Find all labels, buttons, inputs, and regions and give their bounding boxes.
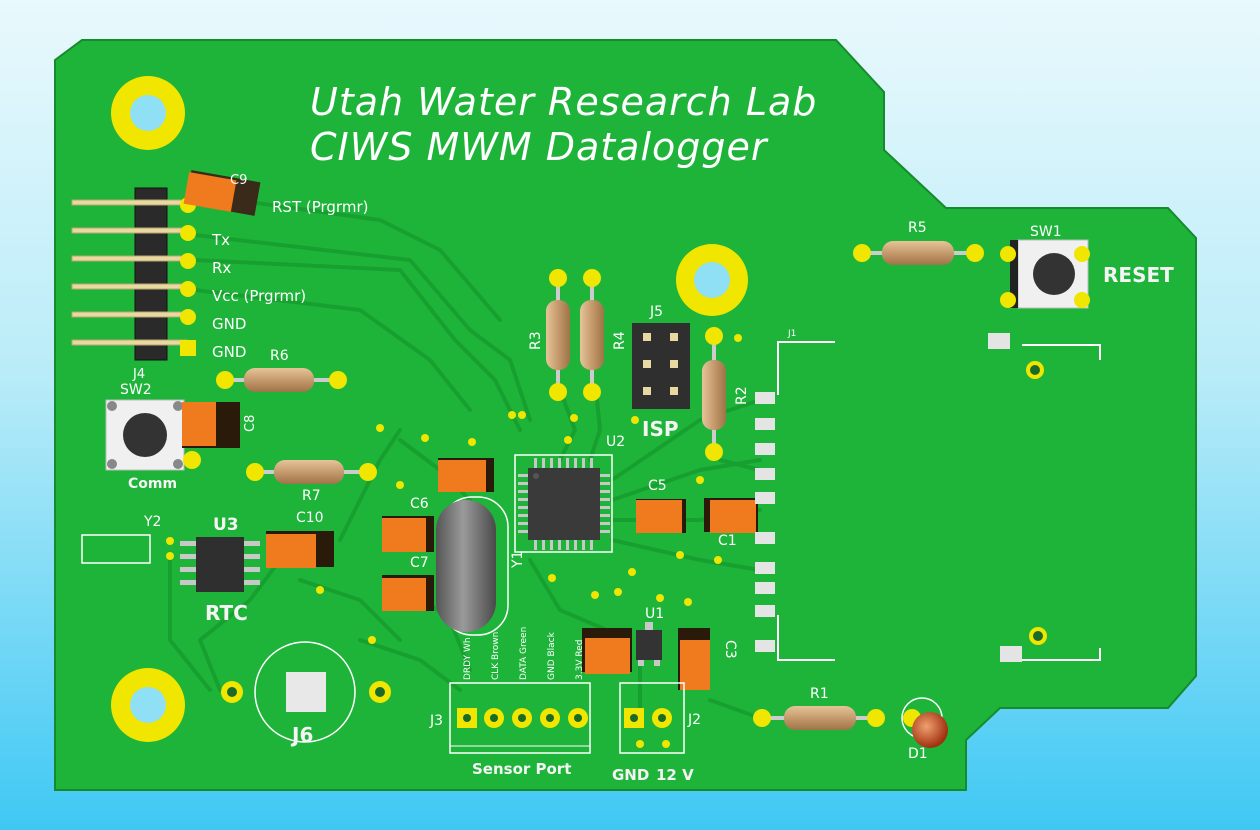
resistor-r2: R2: [702, 327, 750, 461]
wire-label-drdy: DRDY Wh: [463, 637, 473, 680]
ref-sw1: SW1: [1030, 224, 1062, 240]
crystal-y1: Y1: [436, 496, 526, 636]
resistor-r3: R3: [528, 269, 570, 401]
ref-j4: J4: [132, 367, 145, 382]
ref-c3: C3: [722, 640, 738, 659]
label-isp: ISP: [642, 417, 679, 441]
wire-label-gnd: GND Black: [547, 631, 557, 680]
ic-u3-rtc: U3 RTC: [180, 515, 260, 625]
header-j4: J4: [71, 187, 196, 382]
ref-u1: U1: [645, 606, 664, 622]
wire-label-clk: CLK Brown: [491, 632, 501, 680]
capacitor-c7: C7: [382, 555, 434, 611]
pin-label-rst: RST (Prgrmr): [272, 198, 368, 216]
ref-r4: R4: [612, 331, 628, 350]
connector-j3-sensor-port[interactable]: J3: [429, 682, 591, 754]
ref-c7: C7: [410, 555, 429, 571]
ref-y1: Y1: [510, 551, 526, 569]
ref-r5: R5: [908, 220, 927, 236]
pin-label-rx: Rx: [212, 259, 231, 277]
resistor-r6: R6: [216, 348, 347, 392]
capacitor-c10: C10: [266, 510, 334, 568]
wire-label-3v3: 3.3V Red: [575, 640, 585, 680]
ref-c5: C5: [648, 478, 667, 494]
resistor-r4: R4: [580, 269, 628, 401]
regulator-u1: U1: [636, 606, 664, 666]
mounting-hole-left-bottom: [111, 668, 185, 742]
connector-j2-power[interactable]: J2: [619, 682, 701, 754]
ref-c1: C1: [718, 533, 737, 549]
capacitor-c6: C6: [382, 496, 434, 552]
ref-y2: Y2: [143, 514, 161, 530]
ref-r6: R6: [270, 348, 289, 364]
ref-c6: C6: [410, 496, 429, 512]
label-rtc: RTC: [205, 601, 248, 625]
capacitor-c8: C8: [182, 402, 258, 469]
capacitor-c3: C3: [678, 628, 738, 690]
mounting-hole-center: [676, 244, 748, 316]
pcb-substrate: [54, 39, 1197, 791]
ref-u2: U2: [606, 434, 625, 450]
pin-label-gnd2: GND: [212, 343, 246, 361]
button-sw1-reset[interactable]: SW1 RESET: [1000, 224, 1174, 309]
capacitor-small-top: [438, 458, 494, 492]
capacitor-c9: C9: [183, 170, 261, 216]
ref-d1: D1: [908, 746, 928, 762]
ref-sw2: SW2: [120, 382, 152, 398]
pin-label-vcc: Vcc (Prgrmr): [212, 287, 306, 305]
label-sensor-port: Sensor Port: [472, 760, 571, 778]
ref-j5: J5: [649, 304, 663, 320]
ref-c9: C9: [230, 173, 247, 188]
led-d1: D1: [901, 697, 948, 762]
vias: [316, 334, 742, 644]
ref-c8: C8: [243, 415, 258, 432]
capacitor-c1: C1: [704, 498, 758, 549]
sd-card-slot-j1: J1: [755, 329, 1101, 662]
label-12v: 12 V: [656, 766, 694, 784]
ref-r7: R7: [302, 488, 321, 504]
wire-label-data: DATA Green: [519, 627, 529, 680]
pin-label-tx: Tx: [211, 231, 230, 249]
board-title-line2: CIWS MWM Datalogger: [310, 125, 769, 169]
resistor-r5: R5: [853, 220, 984, 265]
ref-r1: R1: [810, 686, 829, 702]
board-title-line1: Utah Water Research Lab: [310, 80, 817, 124]
ref-j2: J2: [687, 712, 701, 728]
button-sw2[interactable]: SW2 Comm: [105, 382, 185, 492]
label-comm: Comm: [128, 476, 177, 492]
capacitor-u1-left: [582, 628, 632, 674]
ref-r2: R2: [734, 386, 750, 405]
microcontroller-u2: U2: [514, 434, 625, 553]
label-gnd-power: GND: [612, 766, 649, 784]
crystal-y2: Y2: [81, 514, 174, 564]
ref-j1: J1: [787, 329, 796, 339]
ref-j3: J3: [429, 713, 443, 729]
resistor-r1: R1: [753, 686, 885, 730]
capacitor-c5: C5: [636, 478, 686, 533]
ref-r3: R3: [528, 331, 544, 350]
ref-u3: U3: [213, 515, 239, 535]
ref-j6: J6: [290, 723, 313, 747]
ref-c10: C10: [296, 510, 324, 526]
label-reset: RESET: [1103, 263, 1174, 287]
resistor-r7: R7: [246, 460, 377, 504]
pin-label-gnd1: GND: [212, 315, 246, 333]
connector-j6: J6: [221, 641, 391, 747]
mounting-hole-top-left: [111, 76, 185, 150]
header-j5-isp: J5 ISP: [632, 304, 690, 441]
